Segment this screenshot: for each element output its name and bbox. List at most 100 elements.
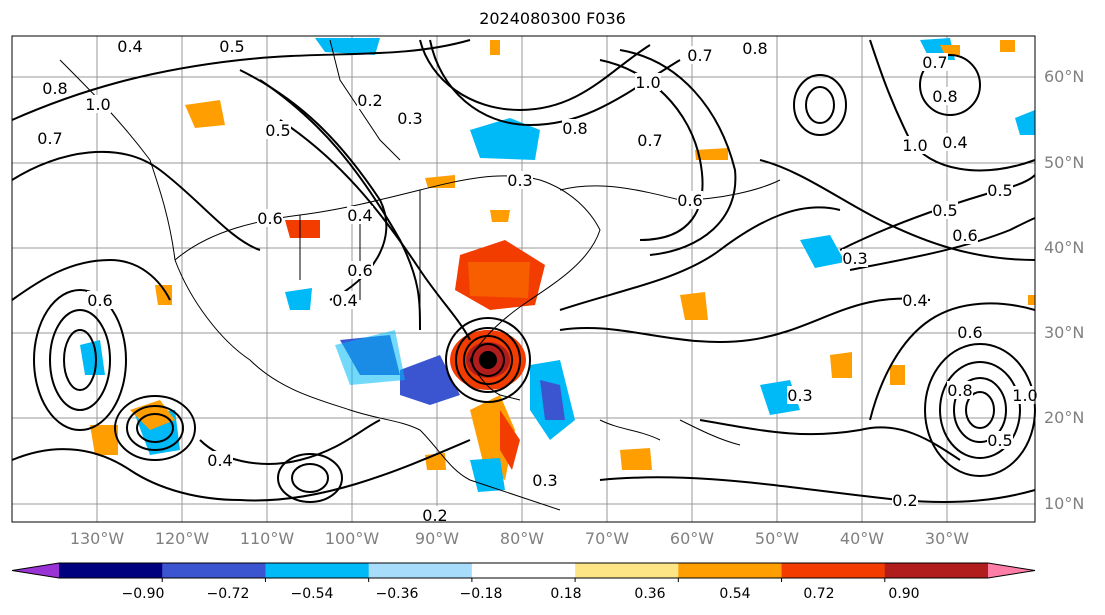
colorbar-segment — [368, 563, 473, 578]
contour-label: 0.6 — [87, 291, 112, 310]
contour-label: 0.4 — [902, 291, 927, 310]
contour-label: 0.4 — [117, 37, 142, 56]
colorbar-tick-label: −0.36 — [375, 586, 419, 602]
contour-label: 0.7 — [922, 53, 947, 72]
contour-label-bg — [1012, 386, 1038, 404]
lon-label-80w: 80°W — [499, 529, 545, 548]
contour-label: 0.6 — [257, 209, 282, 228]
lon-label-110w: 110°W — [239, 529, 295, 548]
contour-label: 0.2 — [892, 491, 917, 510]
contour-label-bg — [922, 53, 948, 71]
lon-label-40w: 40°W — [839, 529, 885, 548]
map-title: 2024080300 F036 — [479, 9, 626, 28]
lon-label-60w: 60°W — [669, 529, 715, 548]
contour-label: 0.8 — [42, 79, 67, 98]
contour-label-bg — [677, 191, 703, 209]
contour-label-bg — [932, 201, 958, 219]
contour-label-bg — [507, 171, 533, 189]
contour-label: 1.0 — [902, 136, 927, 155]
contour-label-bg — [257, 209, 283, 227]
contour-label: 0.3 — [507, 171, 532, 190]
contour-label-bg — [892, 491, 918, 509]
colorbar-segment — [265, 563, 370, 578]
contour-label-bg — [987, 431, 1013, 449]
contour-label-bg — [422, 506, 448, 524]
contour-label-bg — [787, 386, 813, 404]
contour-label: 0.7 — [687, 46, 712, 65]
contour-label: 1.0 — [1012, 386, 1037, 405]
colorbar-extend-low — [12, 563, 59, 578]
contour-label-bg — [842, 249, 868, 267]
contour-label-bg — [947, 381, 973, 399]
contour-label-bg — [219, 37, 245, 55]
contour-label: 0.3 — [842, 249, 867, 268]
contour-label-bg — [332, 291, 358, 309]
colorbar-segment — [575, 563, 679, 578]
contour-label-bg — [347, 261, 373, 279]
contour-label-bg — [742, 39, 768, 57]
lat-label-30n: 30°N — [1044, 323, 1085, 342]
colorbar-segment — [678, 563, 783, 578]
contour-label: 0.7 — [637, 131, 662, 150]
contour-label: 0.5 — [987, 181, 1012, 200]
contour-label: 0.3 — [787, 386, 812, 405]
contour-label: 0.5 — [932, 201, 957, 220]
lat-label-60n: 60°N — [1044, 67, 1085, 86]
lon-label-120w: 120°W — [154, 529, 210, 548]
contour-label-bg — [357, 91, 383, 109]
colorbar-outline — [11, 562, 1036, 579]
contour-label: 1.0 — [635, 73, 660, 92]
colorbar-tick-label: −0.18 — [459, 586, 503, 602]
contour-label: 0.3 — [397, 109, 422, 128]
contour-label-bg — [37, 129, 63, 147]
lat-label-50n: 50°N — [1044, 153, 1085, 172]
contour-label: 0.6 — [957, 323, 982, 342]
colorbar-segment — [162, 563, 266, 578]
contour-label-bg — [562, 119, 588, 137]
contour-label-bg — [347, 206, 373, 224]
contour-label-bg — [957, 323, 983, 341]
colorbar-tick-label: −0.54 — [290, 586, 334, 602]
colorbar-tick-label: 0.90 — [888, 586, 920, 602]
colorbar-tick-label: 0.54 — [719, 586, 751, 602]
contour-label-bg — [397, 109, 423, 127]
colorbar-tick-label: 0.36 — [634, 586, 666, 602]
contour-label-bg — [265, 121, 291, 139]
lon-label-90w: 90°W — [414, 529, 460, 548]
contour-label-bg — [902, 291, 928, 309]
colorbar-segment — [471, 563, 576, 578]
contour-label-bg — [87, 291, 113, 309]
colorbar-extend-high — [988, 563, 1035, 578]
contour-label: 0.8 — [562, 119, 587, 138]
cool-lobe-west — [400, 355, 460, 405]
contour-label-bg — [207, 451, 233, 469]
warm-band-inner — [500, 410, 520, 470]
colorbar-tick-label: 0.18 — [550, 586, 582, 602]
lon-label-70w: 70°W — [584, 529, 630, 548]
lat-label-40n: 40°N — [1044, 238, 1085, 257]
contour-label: 0.4 — [332, 291, 357, 310]
colorbar-segment — [884, 563, 989, 578]
contour-label: 0.4 — [942, 133, 967, 152]
colorbar-segment — [781, 563, 886, 578]
lat-label-10n: 10°N — [1044, 494, 1085, 513]
colorbar-segment — [59, 563, 163, 578]
lon-label-50w: 50°W — [754, 529, 800, 548]
colorbar-tick-label: −0.90 — [121, 586, 165, 602]
contour-label: 0.7 — [37, 129, 62, 148]
contour-label: 0.3 — [532, 471, 557, 490]
contour-label-bg — [532, 471, 558, 489]
lat-label-20n: 20°N — [1044, 408, 1085, 427]
contour-label: 0.8 — [947, 381, 972, 400]
contour-label: 0.5 — [219, 37, 244, 56]
colorbar-tick-label: −0.72 — [206, 586, 250, 602]
contour-label-bg — [942, 133, 968, 151]
contour-label: 0.8 — [742, 39, 767, 58]
contour-label: 0.5 — [987, 431, 1012, 450]
lon-label-100w: 100°W — [324, 529, 380, 548]
contour-label-bg — [42, 79, 68, 97]
warm-anomaly-northeast — [455, 240, 545, 310]
contour-label-group: 0.5 0.4 0.8 1.0 0.7 0.2 0.3 0.5 0.6 0.4 0.3 0.6 0.7 1… — [37, 37, 1038, 525]
